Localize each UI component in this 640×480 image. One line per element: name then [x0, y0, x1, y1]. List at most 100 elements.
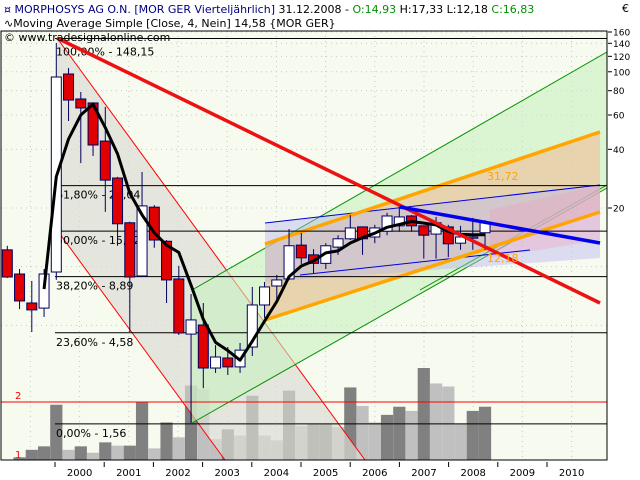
- y-tick-label: 100: [613, 68, 630, 78]
- candlestick-icon: ¤: [4, 3, 11, 16]
- volume-bar: [37, 446, 51, 460]
- high-value: H:17,33: [399, 3, 444, 16]
- candle-body: [136, 205, 148, 277]
- volume-bar: [380, 414, 394, 460]
- candle: [161, 240, 173, 304]
- candle-body: [75, 98, 87, 109]
- x-tick-label: 2010: [559, 468, 584, 479]
- x-tick-label: 2002: [165, 468, 190, 479]
- candle-body: [185, 319, 197, 335]
- volume-bar: [148, 448, 161, 460]
- red-trend-line: [56, 36, 601, 305]
- candle: [1, 245, 13, 278]
- candle-body: [14, 273, 26, 302]
- candle-body: [124, 222, 136, 278]
- candle: [112, 176, 124, 246]
- volume-bar: [74, 446, 87, 460]
- candle-body: [271, 279, 283, 287]
- volume-bar: [25, 449, 38, 460]
- candle: [418, 225, 430, 259]
- candle-body: [1, 249, 13, 278]
- channel-upper-label: 31,72: [487, 170, 519, 183]
- volume-bar: [356, 405, 369, 460]
- x-tick-label: 2005: [313, 468, 338, 479]
- instrument-title: MORPHOSYS AG O.N. [MOR GER Vierteljährli…: [14, 3, 276, 16]
- fibonacci-label: 50,00% - 15,22: [56, 234, 140, 247]
- channel-lower-label: 12,18: [487, 252, 519, 265]
- volume-bar: [62, 449, 75, 460]
- volume-bar: [13, 457, 26, 460]
- blue-channel-lower-line: [299, 249, 531, 276]
- candle: [26, 280, 38, 333]
- volume-bar: [172, 437, 185, 460]
- candle: [344, 215, 356, 241]
- x-tick-label: 2004: [264, 468, 289, 479]
- candle-body: [455, 236, 467, 244]
- x-tick-label: 2008: [460, 468, 485, 479]
- volume-bar: [135, 402, 149, 460]
- volume-bar: [454, 423, 467, 460]
- y-tick-label: 140: [613, 40, 630, 50]
- candle: [75, 92, 87, 164]
- candle: [246, 286, 258, 357]
- candle-body: [161, 240, 173, 281]
- x-tick-label: 2003: [214, 468, 239, 479]
- x-tick-label: 2009: [510, 468, 535, 479]
- candle: [295, 232, 307, 265]
- down-channel-upper-line: [56, 37, 366, 461]
- volume-tick-label: 2: [15, 391, 21, 402]
- volume-tick-label: 1: [15, 450, 21, 461]
- candle: [185, 294, 197, 423]
- candle: [14, 268, 26, 310]
- volume-bar: [429, 383, 443, 460]
- volume-bar: [393, 406, 406, 460]
- bar-date: 31.12.2008 -: [278, 3, 349, 16]
- y-tick-label: 80: [613, 87, 625, 97]
- candle-body: [197, 324, 209, 369]
- close-value: C:16,83: [491, 3, 535, 16]
- volume-bar: [111, 445, 124, 460]
- volume-bar: [160, 422, 173, 460]
- volume-bar: [123, 445, 136, 460]
- up-channel-upper-line: [191, 51, 608, 291]
- copyright: © www.tradesignalonline.com: [4, 31, 171, 44]
- candle: [63, 67, 75, 122]
- orange-channel-upper-line: [264, 130, 601, 246]
- orange-channel-lower-line: [264, 210, 601, 322]
- candle-body: [26, 302, 38, 311]
- y-tick-label: 60: [613, 112, 625, 122]
- volume-bar: [99, 442, 112, 460]
- candle: [455, 225, 467, 250]
- blue-trend-line: [399, 205, 601, 245]
- candle-body: [344, 227, 356, 240]
- candle: [259, 281, 271, 319]
- volume-bar: [50, 404, 63, 460]
- candle-body: [210, 356, 222, 369]
- x-tick-label: 2000: [67, 468, 92, 479]
- candle-body: [418, 225, 430, 236]
- y-tick-label: 160: [613, 28, 630, 38]
- candle-body: [222, 357, 234, 368]
- volume-bar: [368, 422, 381, 460]
- fibonacci-label: 38,20% - 8,89: [56, 280, 133, 293]
- fibonacci-label: 100,00% - 148,15: [56, 46, 154, 59]
- candle: [173, 265, 185, 336]
- volume-bar: [478, 406, 492, 460]
- candle-body: [246, 304, 258, 348]
- y-tick-label: 40: [613, 146, 625, 156]
- volume-bar: [466, 410, 479, 460]
- candle: [136, 172, 148, 278]
- plot-border: [0, 30, 608, 461]
- down-channel-lower-line: [56, 229, 226, 461]
- y-tick-label: 120: [613, 53, 630, 63]
- candle-body: [112, 177, 124, 225]
- candle: [124, 221, 136, 333]
- header-line-2: ∿Moving Average Simple [Close, 4, Nein] …: [4, 17, 336, 30]
- low-value: L:12,18: [446, 3, 488, 16]
- candle-body: [381, 215, 393, 232]
- x-tick-label: 2007: [411, 468, 436, 479]
- x-tick-label: 2006: [362, 468, 387, 479]
- open-value: O:14,93: [352, 3, 397, 16]
- wave-icon: ∿: [4, 17, 14, 30]
